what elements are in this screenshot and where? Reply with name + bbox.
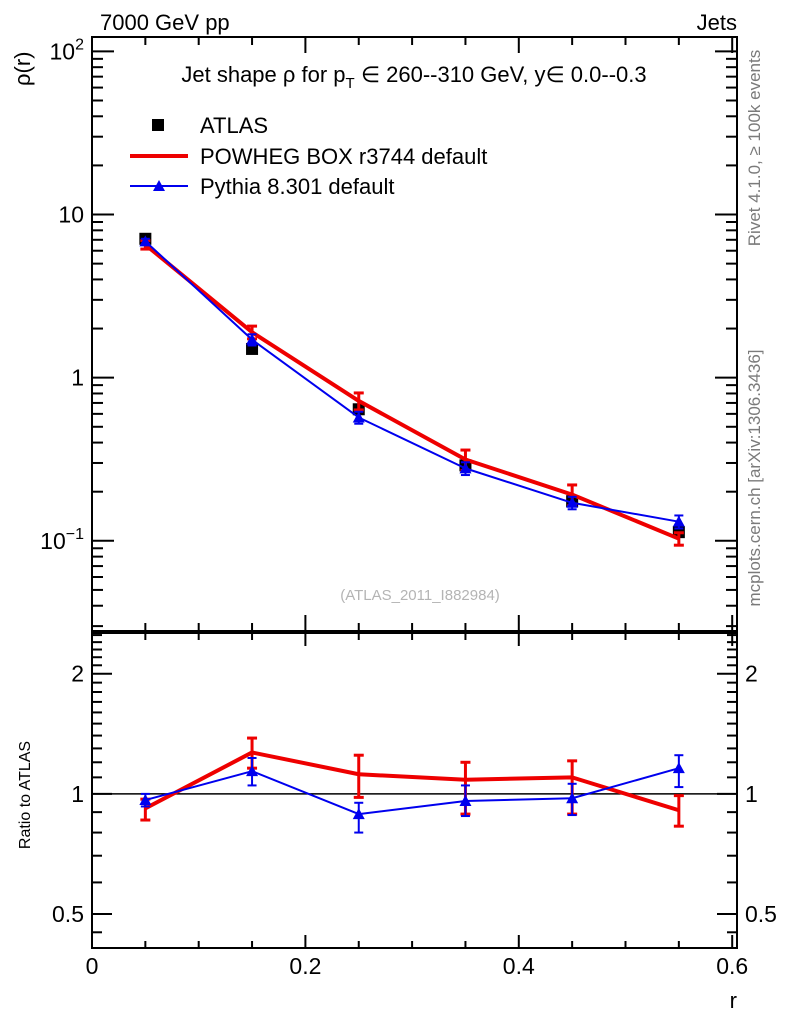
data-point-marker-triangle (139, 235, 152, 247)
series-line (144, 240, 680, 523)
ratio-y-tick-label-left: 1 (71, 781, 84, 807)
ratio-y-tick-label-left: 2 (71, 661, 84, 687)
x-axis-title: r (730, 988, 737, 1013)
main-y-tick-label: 1 (71, 365, 84, 391)
ratio-y-tick-label-right: 0.5 (745, 901, 777, 927)
ratio-panel-frame (91, 632, 738, 949)
rivet-version-text: Rivet 4.1.0, ≥ 100k events (745, 50, 764, 246)
header-left-label: 7000 GeV pp (100, 10, 230, 35)
main-panel-frame (91, 36, 738, 632)
ratio-series-pythia (139, 754, 685, 834)
data-point-marker-triangle (459, 794, 472, 806)
data-point-marker-triangle (672, 515, 685, 527)
main-y-tick-label: 10 (58, 202, 84, 228)
data-point-marker-triangle (139, 794, 152, 806)
series-line (144, 243, 680, 541)
ratio-y-axis-title: Ratio to ATLAS (17, 741, 34, 849)
ratio-y-axis-tick-labels: 2 2 1 1 0.5 0.5 (52, 661, 777, 927)
legend-marker-square (152, 119, 164, 131)
legend: ATLAS POWHEG BOX r3744 default Pythia 8.30… (130, 113, 487, 199)
main-y-axis-tick-marks (92, 50, 737, 628)
main-y-axis-tick-labels: 102 10 1 10−1 (40, 36, 84, 553)
data-point-marker-triangle (246, 333, 259, 345)
main-y-axis-title: ρ(r) (10, 52, 35, 87)
series-pythia (139, 235, 685, 530)
ratio-series-powheg (140, 736, 684, 828)
series-line (145, 767, 680, 816)
legend-item-label: ATLAS (200, 113, 268, 138)
main-plot-title: Jet shape ρ for pT ∈ 260--310 GeV, y∈ 0.… (181, 62, 646, 92)
series-line (144, 750, 680, 813)
legend-item-atlas: ATLAS (152, 113, 268, 138)
header-right-label: Jets (697, 10, 737, 35)
data-point-marker-triangle (352, 808, 365, 820)
legend-item-pythia: Pythia 8.301 default (130, 174, 394, 199)
x-tick-label: 0 (86, 953, 99, 979)
x-tick-label: 0.4 (503, 953, 535, 979)
ratio-y-tick-label-right: 1 (745, 781, 758, 807)
main-y-tick-label: 10−1 (40, 526, 84, 554)
legend-item-powheg: POWHEG BOX r3744 default (130, 144, 487, 169)
data-point-marker-triangle (566, 792, 579, 804)
data-point-marker-triangle (246, 765, 259, 777)
panel-frames (91, 36, 738, 949)
x-axis-tick-labels: 0 0.2 0.4 0.6 (86, 953, 749, 979)
ratio-y-tick-label-right: 2 (745, 661, 758, 687)
main-y-tick-label: 102 (50, 36, 85, 64)
x-axis-tick-marks (91, 37, 734, 948)
watermark: (ATLAS_2011_I882984) (340, 587, 500, 604)
x-tick-label: 0.2 (289, 953, 321, 979)
data-point-marker-triangle (352, 411, 365, 423)
series-powheg (140, 239, 684, 547)
x-tick-label: 0.6 (716, 953, 748, 979)
legend-marker-triangle (153, 180, 165, 191)
ratio-y-tick-label-left: 0.5 (52, 901, 84, 927)
data-point-marker-triangle (459, 462, 472, 474)
series-atlas (139, 232, 685, 539)
ratio-y-axis-tick-marks (92, 634, 737, 934)
mcplots-reference-text: mcplots.cern.ch [arXiv:1306.3436] (745, 349, 764, 606)
data-point-marker-triangle (672, 762, 685, 774)
legend-item-label: Pythia 8.301 default (200, 174, 394, 199)
legend-item-label: POWHEG BOX r3744 default (200, 144, 487, 169)
data-point-marker-triangle (566, 496, 579, 508)
